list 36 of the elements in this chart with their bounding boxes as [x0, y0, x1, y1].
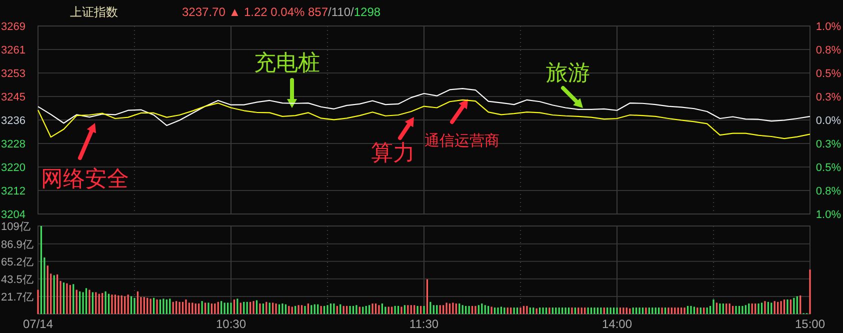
x-tick-label: 07/14: [22, 317, 54, 331]
chart-title: 上证指数: [70, 5, 118, 19]
y-tick-label: 3261: [1, 44, 26, 56]
y-tick-label: 3220: [1, 162, 26, 174]
y-tick-label: 3269: [1, 21, 26, 33]
annotation: 算力: [371, 140, 415, 165]
y-tick-label: 65.2亿: [1, 256, 34, 268]
y2-tick-label: 1.0%: [816, 209, 842, 221]
x-tick-label: 10:30: [216, 317, 246, 331]
y2-tick-label: 0.5%: [816, 162, 842, 174]
x-tick-label: 15:00: [794, 317, 826, 331]
y-tick-label: 3228: [1, 138, 26, 150]
y2-tick-label: 0.3%: [816, 92, 842, 104]
x-tick-label: 14:00: [602, 317, 632, 331]
y-tick-label: 3245: [1, 92, 26, 104]
y-tick-label: 3253: [1, 68, 26, 80]
text: 3237.70 ▲ 1.22 0.04% 857/110/1298: [182, 5, 381, 19]
y-tick-label: 86.9亿: [1, 238, 34, 251]
annotation: 网络安全: [41, 166, 129, 191]
y-tick-label: 43.5亿: [1, 274, 34, 286]
y2-tick-label: 0.8%: [816, 186, 842, 198]
y-tick-label: 3236: [1, 115, 26, 127]
y-tick-label: 109亿: [1, 221, 30, 233]
y2-tick-label: 0.0%: [816, 115, 842, 127]
y2-tick-label: 0.3%: [816, 138, 842, 150]
y2-tick-label: 1.0%: [816, 21, 842, 33]
annotation: 通信运营商: [424, 132, 500, 150]
x-tick-label: 11:30: [409, 317, 439, 331]
y-tick-label: 3212: [1, 186, 26, 198]
annotation: 充电桩: [254, 50, 320, 75]
annotation: 旅游: [546, 60, 590, 85]
y2-tick-label: 0.8%: [816, 44, 842, 56]
y-tick-label: 21.7亿: [1, 291, 34, 304]
line-series: [37, 88, 811, 126]
y2-tick-label: 0.5%: [816, 68, 842, 80]
y-tick-label: 3204: [1, 209, 26, 221]
